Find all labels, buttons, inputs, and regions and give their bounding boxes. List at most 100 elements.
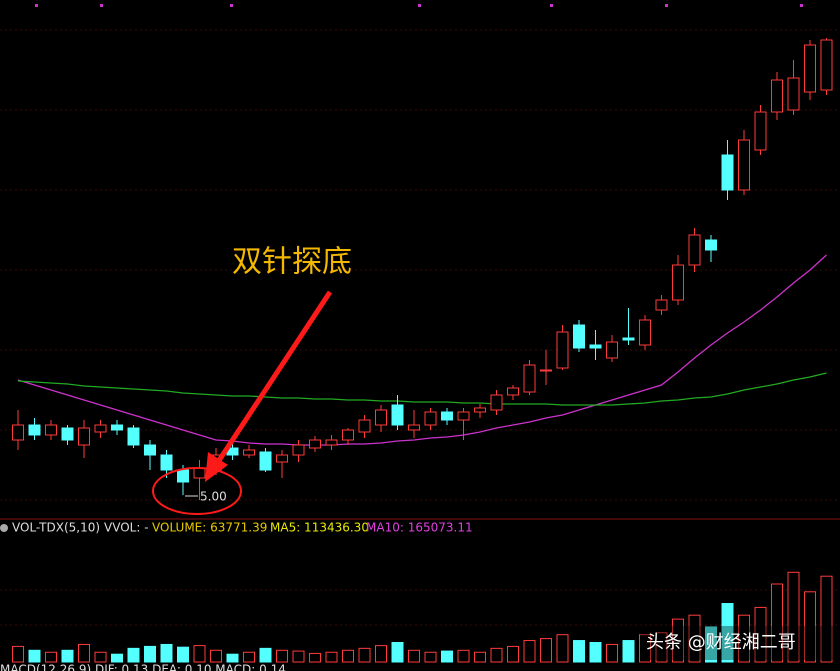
volume-bar bbox=[375, 645, 387, 663]
candle-body bbox=[309, 439, 321, 449]
watermark-bg bbox=[640, 626, 840, 660]
candle-body bbox=[523, 364, 536, 393]
candle-body bbox=[342, 429, 354, 441]
volume-bar bbox=[523, 640, 536, 663]
candle-body bbox=[160, 454, 173, 471]
volume-bar bbox=[424, 651, 437, 663]
candle-body bbox=[721, 154, 734, 191]
volume-bar bbox=[292, 650, 305, 663]
volume-bar bbox=[655, 632, 668, 663]
candle-body bbox=[738, 139, 750, 191]
volume-bar bbox=[358, 647, 371, 663]
candle-body bbox=[589, 344, 602, 349]
price-panel bbox=[12, 38, 833, 500]
candle-body bbox=[193, 467, 206, 479]
volume-bar bbox=[738, 614, 750, 663]
candle-body bbox=[556, 331, 569, 369]
volume-bar bbox=[28, 649, 41, 663]
arrow-shaft bbox=[215, 290, 333, 464]
candle-body bbox=[424, 411, 437, 426]
candle-body bbox=[325, 439, 338, 446]
candle-body bbox=[754, 111, 767, 151]
candle-body bbox=[28, 424, 41, 436]
volume-bar bbox=[210, 649, 222, 663]
candle-body bbox=[804, 44, 816, 93]
volume-bar bbox=[754, 606, 767, 663]
candle-body bbox=[771, 79, 783, 113]
volume-bar bbox=[309, 652, 321, 663]
volume-bar bbox=[622, 640, 635, 663]
volume-bar bbox=[672, 618, 684, 663]
volume-bar bbox=[12, 645, 24, 663]
candle-body bbox=[490, 394, 503, 411]
volume-bar bbox=[259, 647, 272, 663]
top-markers bbox=[35, 4, 803, 7]
candle-body bbox=[507, 387, 519, 396]
volume-bar bbox=[787, 571, 800, 663]
volume-bar bbox=[490, 647, 503, 663]
candle-body bbox=[408, 424, 420, 431]
volume-bar bbox=[457, 649, 470, 663]
candle-body bbox=[622, 337, 635, 341]
candle-body bbox=[177, 469, 189, 483]
volume-bar bbox=[111, 653, 123, 663]
candle-body bbox=[144, 444, 156, 456]
candle-body bbox=[573, 324, 585, 349]
volume-bar bbox=[144, 645, 156, 663]
volume-bar bbox=[705, 626, 717, 663]
candle-body bbox=[94, 424, 107, 433]
volume-bar bbox=[45, 651, 57, 663]
volume-bar bbox=[61, 649, 74, 663]
volume-bar bbox=[342, 649, 354, 663]
volume-bar bbox=[325, 651, 338, 663]
candle-body bbox=[672, 264, 684, 301]
volume-bar bbox=[804, 591, 816, 663]
volume-label: VOLUME: 63771.39 bbox=[152, 521, 267, 535]
volume-bar bbox=[276, 649, 288, 663]
volume-bar bbox=[193, 645, 206, 663]
volume-bar bbox=[226, 653, 239, 663]
volume-bar bbox=[441, 650, 453, 663]
candle-body bbox=[474, 407, 486, 413]
panel-icon bbox=[0, 524, 8, 532]
volume-label: MA10: 165073.11 bbox=[366, 521, 473, 535]
moving-average bbox=[17, 372, 827, 406]
candle-body bbox=[441, 411, 453, 421]
volume-bar bbox=[556, 634, 569, 663]
volume-bar bbox=[820, 575, 833, 663]
candle-body bbox=[457, 411, 470, 421]
candle-body bbox=[358, 419, 371, 433]
volume-bar bbox=[540, 638, 552, 663]
watermark: 头条 @财经湘二哥 bbox=[646, 632, 796, 653]
moving-average bbox=[17, 254, 827, 446]
candle-body bbox=[12, 424, 24, 441]
volume-label: MA5: 113436.30 bbox=[270, 521, 369, 535]
volume-bar bbox=[177, 646, 189, 663]
candle-body bbox=[391, 404, 404, 426]
volume-bar bbox=[721, 603, 734, 663]
low-label: 5.00 bbox=[200, 490, 227, 504]
candle-body bbox=[127, 427, 140, 446]
candle-body bbox=[655, 299, 668, 311]
candle-body bbox=[787, 77, 800, 111]
volume-bar bbox=[127, 647, 140, 663]
candle-body bbox=[639, 319, 651, 346]
candle-body bbox=[259, 451, 272, 471]
highlight-circle bbox=[152, 467, 242, 515]
candle-body bbox=[540, 369, 552, 372]
volume-bar bbox=[408, 649, 420, 663]
candle-body bbox=[705, 239, 717, 251]
annotation: 双针探底 bbox=[232, 245, 352, 280]
volume-bar bbox=[78, 643, 90, 663]
volume-bar bbox=[243, 651, 255, 663]
volume-bar bbox=[573, 640, 585, 663]
volume-label: VVOL: - bbox=[104, 521, 149, 535]
volume-bar bbox=[507, 645, 519, 663]
volume-bar bbox=[391, 642, 404, 663]
volume-bar bbox=[771, 583, 783, 663]
candle-body bbox=[375, 409, 387, 426]
candle-body bbox=[78, 427, 90, 446]
volume-bar bbox=[639, 634, 651, 663]
